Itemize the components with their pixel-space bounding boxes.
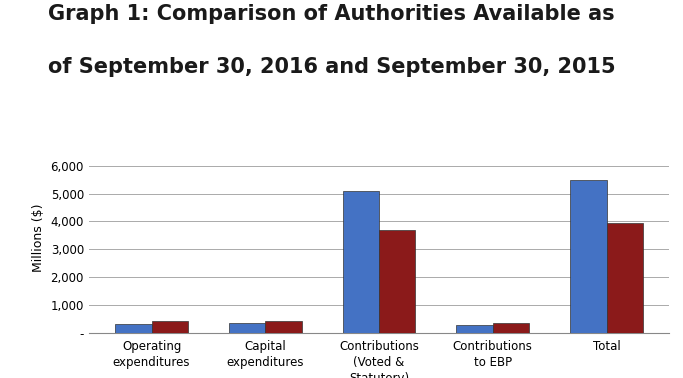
Bar: [607, 223, 643, 333]
Bar: [229, 323, 265, 333]
Text: of September 30, 2016 and September 30, 2015: of September 30, 2016 and September 30, …: [48, 57, 615, 77]
Bar: [570, 180, 607, 333]
Bar: [493, 324, 529, 333]
Bar: [265, 321, 302, 333]
Text: Graph 1: Comparison of Authorities Available as: Graph 1: Comparison of Authorities Avail…: [48, 4, 615, 24]
Y-axis label: Millions ($): Millions ($): [32, 204, 45, 273]
Bar: [343, 191, 379, 333]
Bar: [152, 321, 188, 333]
Bar: [456, 325, 493, 333]
Bar: [379, 230, 415, 333]
Bar: [115, 324, 152, 333]
